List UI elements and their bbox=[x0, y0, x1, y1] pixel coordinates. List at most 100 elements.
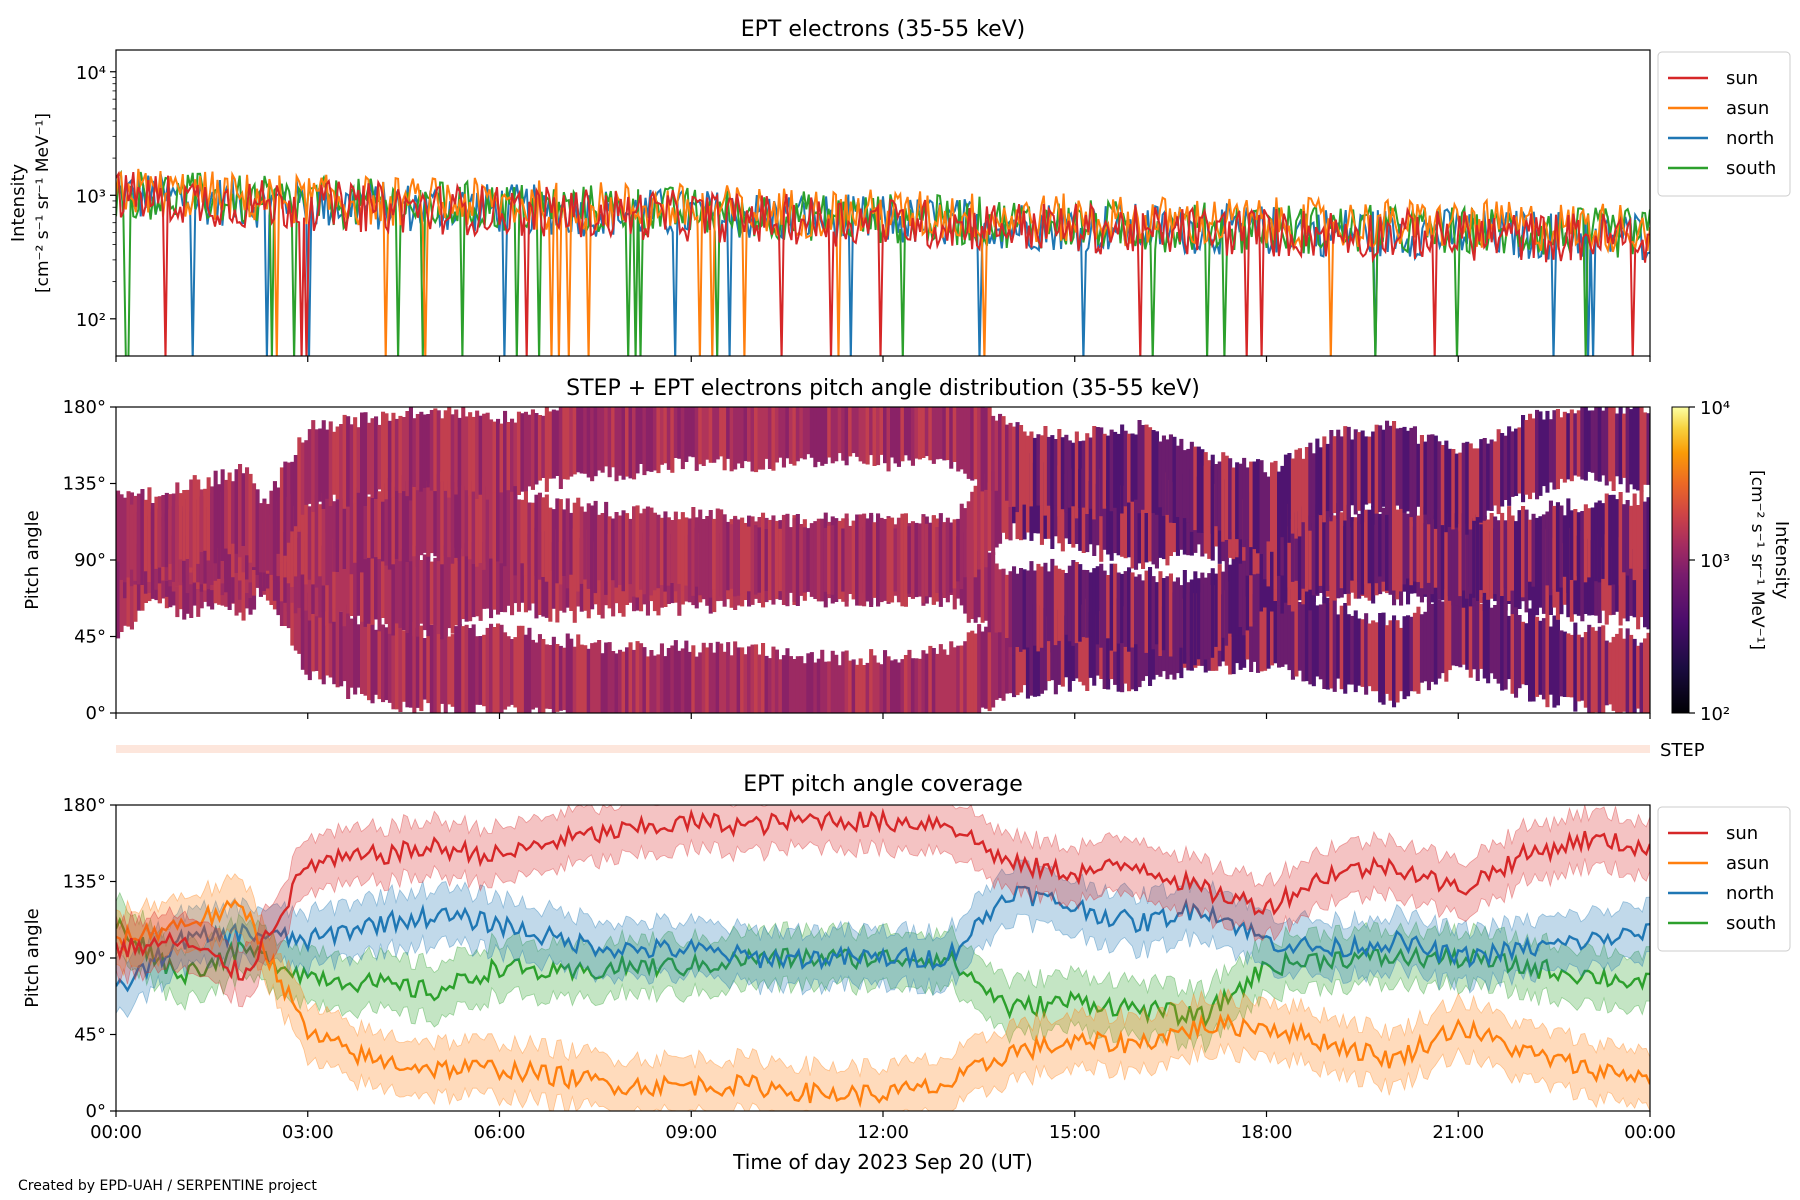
pad-heat-cell bbox=[670, 645, 675, 713]
pad-heat-cell bbox=[740, 522, 745, 594]
pad-heat-cell bbox=[415, 414, 420, 491]
pad-heat-cell bbox=[513, 484, 518, 576]
pad-heat-cell bbox=[1416, 515, 1421, 583]
pad-heat-cell bbox=[719, 643, 724, 713]
pad-heat-cell bbox=[548, 507, 553, 571]
pad-heat-cell bbox=[178, 493, 183, 560]
pad-heat-cell bbox=[980, 407, 985, 492]
pad-heat-cell bbox=[1266, 476, 1271, 542]
pad-heat-cell bbox=[171, 493, 176, 563]
pad-heat-cell bbox=[551, 409, 556, 479]
pad-heat-cell bbox=[1440, 601, 1445, 674]
pad-heat-cell bbox=[1287, 453, 1292, 543]
pad-heat-cell bbox=[980, 485, 985, 564]
pad-heat-cell bbox=[977, 550, 982, 618]
pad-heat-cell bbox=[503, 525, 508, 613]
pad-heat-cell bbox=[991, 471, 996, 555]
pad-heat-cell bbox=[872, 655, 877, 713]
pad-heat-cell bbox=[959, 503, 964, 590]
pad-heat-cell bbox=[645, 506, 650, 597]
pad-heat-cell bbox=[367, 496, 372, 558]
pad-heat-cell bbox=[611, 651, 616, 713]
pad-heat-cell bbox=[419, 484, 424, 556]
pad-heat-cell bbox=[771, 646, 776, 713]
pad-heat-cell bbox=[813, 521, 818, 599]
pad-heat-cell bbox=[945, 654, 950, 713]
pad-heat-cell bbox=[1137, 488, 1142, 564]
pad-heat-cell bbox=[1510, 431, 1515, 497]
pad-heat-cell bbox=[977, 407, 982, 489]
pad-heat-cell bbox=[1053, 565, 1058, 646]
pad-heat-cell bbox=[820, 649, 825, 713]
pad-heat-cell bbox=[1552, 615, 1557, 708]
pad-heat-cell bbox=[1555, 619, 1560, 706]
pad-heat-cell bbox=[757, 527, 762, 593]
pad-heat-cell bbox=[576, 407, 581, 473]
pad-heat-cell bbox=[572, 502, 577, 586]
pad-heat-cell bbox=[611, 518, 616, 581]
pad-heat-cell bbox=[691, 507, 696, 596]
pad-heat-cell bbox=[1304, 595, 1309, 682]
pad-heat-cell bbox=[391, 412, 396, 498]
pad-heat-cell bbox=[370, 494, 375, 559]
x-axis-label: Time of day 2023 Sep 20 (UT) bbox=[732, 1150, 1033, 1174]
pad-heat-cell bbox=[1113, 431, 1118, 508]
pad-heat-cell bbox=[1102, 483, 1107, 550]
pad-heat-cell bbox=[1479, 603, 1484, 669]
pad-heat-cell bbox=[618, 515, 623, 585]
pad-heat-cell bbox=[1517, 510, 1522, 595]
pad-heat-cell bbox=[1294, 594, 1299, 677]
pad-heat-cell bbox=[931, 515, 936, 605]
intensity-line-sun bbox=[116, 170, 1650, 356]
pad-heat-cell bbox=[726, 521, 731, 591]
pad-heat-cell bbox=[893, 407, 898, 464]
pad-heat-cell bbox=[1378, 513, 1383, 577]
pad-heat-cell bbox=[394, 486, 399, 559]
pad-heat-cell bbox=[1113, 485, 1118, 554]
pad-heat-cell bbox=[680, 648, 685, 713]
pad-heat-cell bbox=[799, 524, 804, 596]
pad-heat-cell bbox=[1541, 618, 1546, 700]
pad-heat-cell bbox=[862, 513, 867, 607]
pad-heat-cell bbox=[771, 407, 776, 471]
pad-heat-cell bbox=[1123, 485, 1128, 559]
pad-heat-cell bbox=[708, 642, 713, 713]
pad-heat-cell bbox=[834, 654, 839, 713]
pad-heat-cell bbox=[1301, 593, 1306, 682]
pad-heat-cell bbox=[475, 478, 480, 567]
coverage-legend-label: sun bbox=[1726, 823, 1758, 844]
pad-heat-cell bbox=[1402, 426, 1407, 513]
pad-heat-cell bbox=[516, 529, 521, 612]
pad-heat-cell bbox=[1594, 630, 1599, 713]
pad-heat-cell bbox=[1360, 430, 1365, 512]
pad-heat-cell bbox=[1343, 510, 1348, 590]
pad-heat-cell bbox=[307, 592, 312, 681]
pad-heat-cell bbox=[426, 414, 431, 488]
pad-heat-cell bbox=[593, 407, 598, 477]
pad-heat-cell bbox=[140, 489, 145, 585]
pad-heat-cell bbox=[1555, 409, 1560, 490]
pad-heat-cell bbox=[527, 533, 532, 611]
pad-heat-cell bbox=[489, 623, 494, 713]
pad-heat-cell bbox=[342, 536, 347, 627]
pad-heat-cell bbox=[300, 575, 305, 670]
pad-heat-cell bbox=[1364, 613, 1369, 695]
pad-heat-cell bbox=[1256, 529, 1261, 625]
pad-heat-cell bbox=[1154, 474, 1159, 569]
pad-heat-cell bbox=[1353, 429, 1358, 515]
pad-heat-cell bbox=[374, 416, 379, 499]
pad-heat-cell bbox=[1552, 505, 1557, 590]
x-tick-label: 00:00 bbox=[1624, 1122, 1676, 1143]
pad-heat-cell bbox=[1437, 509, 1442, 600]
pad-heat-cell bbox=[1256, 583, 1261, 673]
pad-heat-cell bbox=[482, 413, 487, 498]
pad-heat-cell bbox=[1196, 446, 1201, 533]
pad-heat-cell bbox=[374, 629, 379, 695]
pad-heat-cell bbox=[1308, 507, 1313, 590]
pad-heat-cell bbox=[1165, 472, 1170, 566]
pad-heat-cell bbox=[771, 515, 776, 605]
pad-heat-cell bbox=[1346, 426, 1351, 519]
pad-heat-cell bbox=[1151, 480, 1156, 565]
pad-heat-cell bbox=[447, 636, 452, 705]
pad-heat-cell bbox=[865, 518, 870, 602]
